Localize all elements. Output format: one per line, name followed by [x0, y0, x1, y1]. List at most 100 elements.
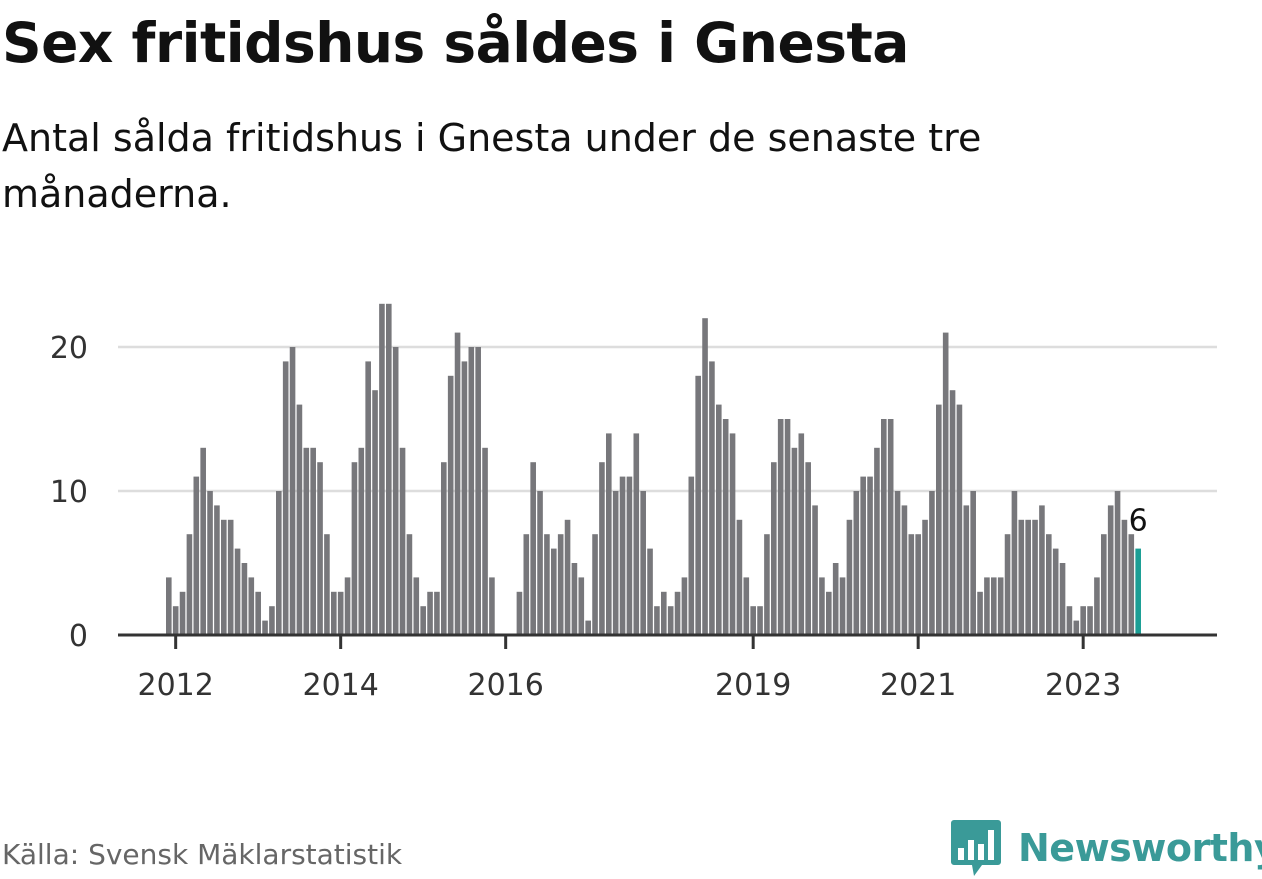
- bar: [255, 591, 261, 635]
- tick-labels: 0 10 20 2012 2014 2016 2019 2021 2023 6: [50, 331, 1151, 703]
- bar: [860, 476, 866, 635]
- bar: [1087, 606, 1093, 635]
- bars: [166, 303, 1141, 635]
- bar: [592, 534, 598, 635]
- bar: [331, 591, 337, 635]
- bar: [282, 361, 289, 635]
- bar: [853, 491, 860, 635]
- bar: [399, 447, 406, 635]
- chart-subtitle: Antal sålda fritidshus i Gnesta under de…: [2, 116, 982, 216]
- bar: [578, 577, 585, 635]
- bar: [489, 577, 495, 635]
- bar: [1039, 505, 1045, 635]
- bar: [681, 577, 688, 635]
- bar: [386, 303, 392, 635]
- bar: [977, 591, 983, 635]
- bar: [310, 447, 316, 635]
- bar: [413, 577, 420, 635]
- bar: [805, 462, 811, 635]
- bar: [674, 591, 681, 635]
- bar: [791, 447, 798, 635]
- bar: [606, 433, 612, 635]
- bar: [447, 375, 454, 635]
- x-tick-label: 2012: [137, 668, 213, 703]
- bar: [454, 332, 461, 635]
- newsworthy-logo-icon: [951, 820, 1001, 876]
- bar: [344, 577, 351, 635]
- bar: [688, 476, 695, 635]
- bar: [441, 462, 447, 635]
- bar: [612, 491, 619, 635]
- bar-chart: 0 10 20 2012 2014 2016 2019 2021 2023 6: [50, 303, 1217, 703]
- bar: [324, 534, 330, 635]
- brand-logo[interactable]: Newsworthy: [950, 818, 1262, 878]
- bar: [956, 404, 963, 635]
- bar: [1107, 505, 1114, 635]
- source-note: Källa: Svensk Mäklarstatistik: [2, 838, 403, 871]
- bar: [984, 577, 990, 635]
- bar: [736, 519, 743, 635]
- bar: [839, 577, 846, 635]
- brand-name: Newsworthy: [1018, 826, 1262, 870]
- bar: [468, 347, 475, 635]
- bar: [571, 563, 578, 635]
- bar: [530, 462, 536, 635]
- bar: [482, 447, 488, 635]
- bar: [1101, 534, 1107, 635]
- bar: [262, 620, 268, 635]
- bar: [200, 447, 206, 635]
- bar: [640, 491, 646, 635]
- bar: [351, 462, 358, 635]
- bar: [722, 419, 729, 635]
- bar: [241, 563, 248, 635]
- bar: [832, 563, 839, 635]
- bar: [276, 491, 282, 635]
- bar: [337, 591, 344, 635]
- bar: [296, 404, 303, 635]
- bar: [709, 361, 715, 635]
- bar: [929, 491, 935, 635]
- bar: [894, 491, 901, 635]
- bar: [207, 491, 213, 635]
- bar: [427, 591, 433, 635]
- bar: [392, 347, 399, 635]
- bar: [757, 606, 763, 635]
- bar: [557, 534, 564, 635]
- bar: [667, 606, 674, 635]
- bar: [633, 433, 640, 635]
- bar: [1066, 606, 1073, 635]
- bar: [881, 419, 887, 635]
- bar: [179, 591, 186, 635]
- bar: [1046, 534, 1052, 635]
- bar: [729, 433, 736, 635]
- bar: [544, 534, 550, 635]
- bar: [936, 404, 942, 635]
- bar-highlight: [1135, 548, 1141, 635]
- bar: [1004, 534, 1011, 635]
- bar: [777, 419, 784, 635]
- bar: [537, 491, 543, 635]
- bar: [846, 519, 853, 635]
- bar: [186, 534, 193, 635]
- axes: [118, 633, 1217, 649]
- bar: [812, 505, 818, 635]
- bar: [166, 577, 172, 635]
- bar: [695, 375, 701, 635]
- bar: [1121, 519, 1128, 635]
- bar: [585, 620, 591, 635]
- bar: [887, 419, 894, 635]
- bar: [1025, 519, 1031, 635]
- bar: [867, 476, 873, 635]
- bar: [420, 606, 426, 635]
- bar: [654, 606, 660, 635]
- bar: [626, 476, 633, 635]
- x-tick-label: 2023: [1045, 668, 1121, 703]
- bar: [248, 577, 255, 635]
- bar: [1094, 577, 1100, 635]
- bar: [193, 476, 200, 635]
- bar: [619, 476, 626, 635]
- bar: [1114, 491, 1121, 635]
- bar: [647, 548, 653, 635]
- bar: [1059, 563, 1066, 635]
- bar: [826, 591, 832, 635]
